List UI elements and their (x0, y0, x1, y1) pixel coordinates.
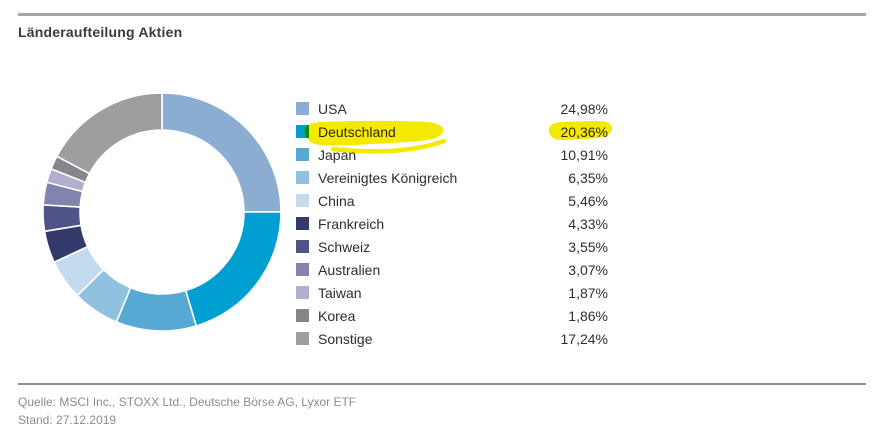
country-allocation-donut-chart (42, 92, 282, 332)
legend-row-sonstige: Sonstige 17,24% (296, 327, 608, 350)
legend-color-swatch (296, 263, 309, 276)
legend-percent-value: 20,36% (560, 123, 608, 140)
legend-percent-value: 10,91% (560, 146, 608, 163)
legend-color-swatch (296, 286, 309, 299)
bottom-divider (18, 383, 866, 385)
legend-row-australien: Australien 3,07% (296, 258, 608, 281)
legend-color-swatch (296, 332, 309, 345)
legend-country-label: Taiwan (318, 284, 362, 301)
date-line: Stand: 27.12.2019 (18, 413, 117, 427)
legend-country-label: Deutschland (318, 123, 396, 140)
legend-country-label: USA (318, 100, 347, 117)
legend-row-usa: USA 24,98% (296, 97, 608, 120)
legend-row-japan: Japan 10,91% (296, 143, 608, 166)
legend-row-vereinigtes-k-nigreich: Vereinigtes Königreich 6,35% (296, 166, 608, 189)
legend-row-taiwan: Taiwan 1,87% (296, 281, 608, 304)
legend-country-label: Schweiz (318, 238, 371, 255)
legend-percent-value: 1,87% (568, 284, 608, 301)
donut-slice-sonstige (55, 92, 163, 175)
legend-row-china: China 5,46% (296, 189, 608, 212)
chart-legend: USA 24,98% Deutschland 20,36% Japan 10,9… (296, 97, 608, 350)
legend-country-label: Korea (318, 307, 356, 324)
legend-country-label: Sonstige (318, 330, 373, 347)
donut-slice-usa (161, 92, 282, 213)
legend-row-korea: Korea 1,86% (296, 304, 608, 327)
top-divider (18, 13, 866, 16)
source-line: Quelle: MSCI Inc., STOXX Ltd., Deutsche … (18, 395, 357, 409)
legend-color-swatch (296, 148, 309, 161)
legend-percent-value: 3,55% (568, 238, 608, 255)
legend-color-swatch (296, 240, 309, 253)
legend-color-swatch (296, 309, 309, 322)
legend-row-schweiz: Schweiz 3,55% (296, 235, 608, 258)
legend-color-swatch (296, 194, 309, 207)
legend-country-label: Vereinigtes Königreich (318, 169, 458, 186)
legend-color-swatch (296, 171, 309, 184)
page-title: Länderaufteilung Aktien (18, 24, 183, 40)
legend-percent-value: 3,07% (568, 261, 608, 278)
legend-percent-value: 1,86% (568, 307, 608, 324)
legend-percent-value: 4,33% (568, 215, 608, 232)
donut-slice-deutschland (184, 211, 282, 327)
legend-country-label: Japan (318, 146, 357, 163)
legend-row-frankreich: Frankreich 4,33% (296, 212, 608, 235)
legend-percent-value: 17,24% (560, 330, 608, 347)
legend-percent-value: 24,98% (560, 100, 608, 117)
legend-country-label: Australien (318, 261, 381, 278)
legend-color-swatch (296, 217, 309, 230)
legend-country-label: China (318, 192, 355, 209)
legend-country-label: Frankreich (318, 215, 385, 232)
legend-row-deutschland: Deutschland 20,36% (296, 120, 608, 143)
legend-color-swatch (296, 125, 309, 138)
legend-percent-value: 6,35% (568, 169, 608, 186)
legend-percent-value: 5,46% (568, 192, 608, 209)
legend-color-swatch (296, 102, 309, 115)
